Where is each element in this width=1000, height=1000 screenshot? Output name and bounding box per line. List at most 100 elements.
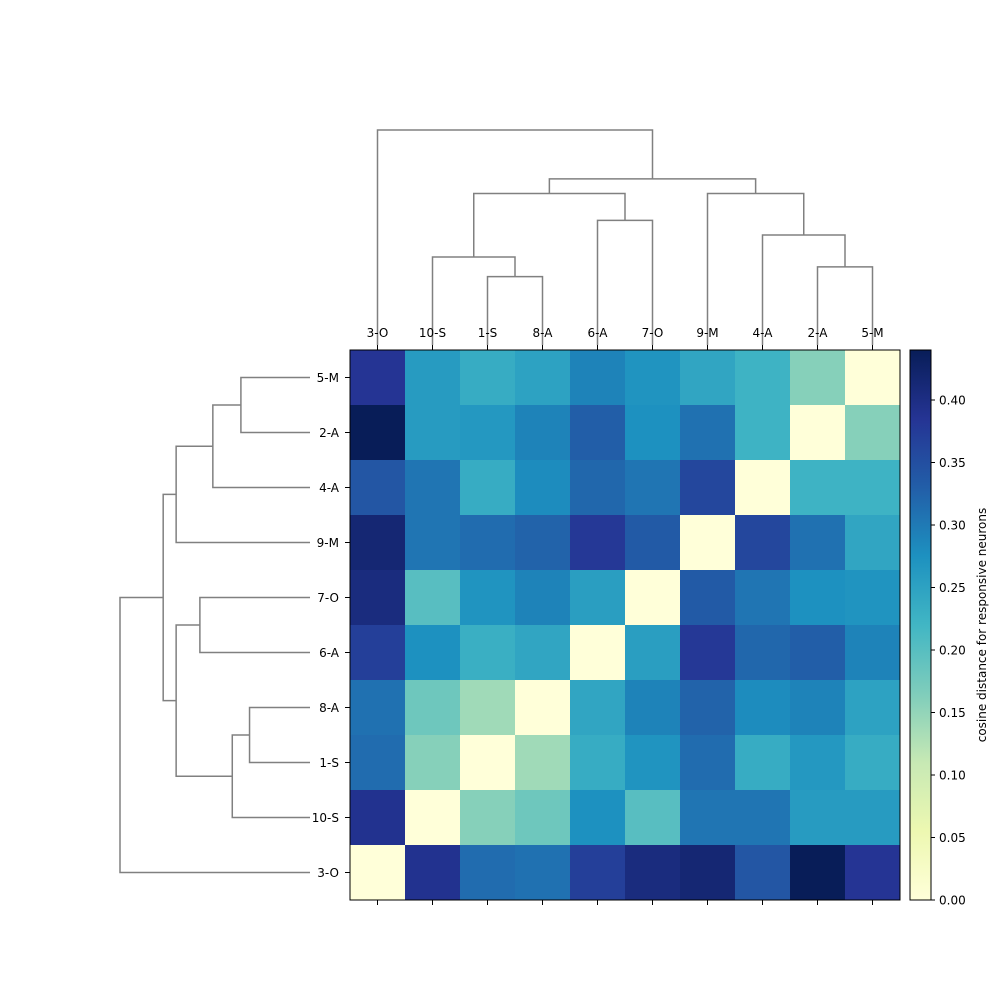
heatmap-cell-4-A-2-A <box>790 460 846 516</box>
heatmap <box>349 349 901 901</box>
heatmap-cell-2-A-4-A <box>735 405 791 461</box>
colorbar-gradient <box>909 349 932 901</box>
row-dendrogram-link <box>175 624 233 777</box>
colorbar-tick-label: 0.40 <box>939 394 966 408</box>
heatmap-cell-10-S-8-A <box>515 790 571 846</box>
heatmap-cell-1-S-3-O <box>350 735 406 791</box>
heatmap-cell-9-M-9-M <box>680 515 736 571</box>
heatmap-cell-2-A-9-M <box>680 405 736 461</box>
row-label: 3-O <box>317 866 339 880</box>
heatmap-cell-2-A-2-A <box>790 405 846 461</box>
row-dendrogram <box>119 376 310 874</box>
heatmap-cell-9-M-1-S <box>460 515 516 571</box>
heatmap-cell-1-S-5-M <box>845 735 901 791</box>
column-label: 4-A <box>753 326 774 340</box>
heatmap-cell-10-S-2-A <box>790 790 846 846</box>
heatmap-cell-3-O-6-A <box>570 845 626 901</box>
heatmap-cell-6-A-3-O <box>350 625 406 681</box>
row-dendrogram-link <box>119 596 310 874</box>
heatmap-cell-5-M-3-O <box>350 350 406 406</box>
heatmap-cell-1-S-6-A <box>570 735 626 791</box>
heatmap-cell-3-O-1-S <box>460 845 516 901</box>
heatmap-cell-10-S-9-M <box>680 790 736 846</box>
colorbar-tick-label: 0.35 <box>939 456 966 470</box>
heatmap-cell-6-A-6-A <box>570 625 626 681</box>
heatmap-cell-8-A-6-A <box>570 680 626 736</box>
heatmap-cell-4-A-3-O <box>350 460 406 516</box>
heatmap-cell-10-S-7-O <box>625 790 681 846</box>
heatmap-cell-3-O-3-O <box>350 845 406 901</box>
colorbar-tick-label: 0.15 <box>939 706 966 720</box>
heatmap-cell-3-O-10-S <box>405 845 461 901</box>
heatmap-cell-2-A-10-S <box>405 405 461 461</box>
row-label: 10-S <box>312 811 339 825</box>
row-label: 6-A <box>319 646 340 660</box>
heatmap-frame <box>349 349 901 901</box>
heatmap-cell-8-A-5-M <box>845 680 901 736</box>
colorbar-tick-label: 0.05 <box>939 831 966 845</box>
colorbar-tick-label: 0.10 <box>939 769 966 783</box>
heatmap-cell-3-O-7-O <box>625 845 681 901</box>
colorbar-tick-label: 0.30 <box>939 519 966 533</box>
heatmap-cell-9-M-7-O <box>625 515 681 571</box>
heatmap-cell-7-O-9-M <box>680 570 736 626</box>
heatmap-cell-1-S-4-A <box>735 735 791 791</box>
column-label: 2-A <box>808 326 829 340</box>
heatmap-cell-9-M-10-S <box>405 515 461 571</box>
column-dendrogram <box>376 129 874 345</box>
column-dendrogram-link <box>761 234 846 345</box>
heatmap-cell-5-M-1-S <box>460 350 516 406</box>
heatmap-cell-5-M-10-S <box>405 350 461 406</box>
heatmap-cell-6-A-4-A <box>735 625 791 681</box>
heatmap-cell-10-S-6-A <box>570 790 626 846</box>
column-labels: 3-O 10-S 1-S 8-A 6-A 7-O 9-M 4-A 2-A 5-M <box>367 326 884 905</box>
heatmap-cell-9-M-4-A <box>735 515 791 571</box>
heatmap-cell-6-A-1-S <box>460 625 516 681</box>
heatmap-cell-10-S-1-S <box>460 790 516 846</box>
heatmap-cell-4-A-1-S <box>460 460 516 516</box>
heatmap-cell-4-A-9-M <box>680 460 736 516</box>
colorbar-tick-label: 0.00 <box>939 894 966 908</box>
heatmap-cell-2-A-1-S <box>460 405 516 461</box>
heatmap-cell-7-O-7-O <box>625 570 681 626</box>
colorbar: 0.00 0.05 0.10 0.15 0.20 0.25 0.30 0.35 0.40 cosi… <box>909 349 989 908</box>
row-dendrogram-link <box>199 596 310 654</box>
heatmap-cell-2-A-8-A <box>515 405 571 461</box>
heatmap-cell-6-A-5-M <box>845 625 901 681</box>
heatmap-cell-6-A-7-O <box>625 625 681 681</box>
colorbar-label: cosine distance for responsive neurons <box>975 508 989 743</box>
heatmap-cell-8-A-10-S <box>405 680 461 736</box>
heatmap-cell-3-O-9-M <box>680 845 736 901</box>
column-dendrogram-link <box>473 192 626 258</box>
heatmap-cell-7-O-8-A <box>515 570 571 626</box>
row-label: 7-O <box>317 591 339 605</box>
heatmap-cell-9-M-5-M <box>845 515 901 571</box>
heatmap-cell-7-O-3-O <box>350 570 406 626</box>
heatmap-cell-8-A-7-O <box>625 680 681 736</box>
heatmap-cell-8-A-8-A <box>515 680 571 736</box>
column-dendrogram-link <box>486 275 544 345</box>
heatmap-cell-6-A-8-A <box>515 625 571 681</box>
heatmap-cell-7-O-2-A <box>790 570 846 626</box>
row-label: 1-S <box>319 756 339 770</box>
row-dendrogram-link <box>212 404 310 489</box>
heatmap-cell-6-A-10-S <box>405 625 461 681</box>
heatmap-cell-8-A-2-A <box>790 680 846 736</box>
heatmap-cell-5-M-4-A <box>735 350 791 406</box>
heatmap-cell-5-M-7-O <box>625 350 681 406</box>
heatmap-cell-4-A-7-O <box>625 460 681 516</box>
heatmap-cell-2-A-7-O <box>625 405 681 461</box>
heatmap-cell-9-M-3-O <box>350 515 406 571</box>
heatmap-cell-7-O-10-S <box>405 570 461 626</box>
column-label: 1-S <box>478 326 498 340</box>
row-label: 8-A <box>319 701 340 715</box>
heatmap-cell-1-S-9-M <box>680 735 736 791</box>
heatmap-cell-5-M-8-A <box>515 350 571 406</box>
colorbar-tick-label: 0.20 <box>939 644 966 658</box>
heatmap-cell-8-A-9-M <box>680 680 736 736</box>
heatmap-cell-5-M-6-A <box>570 350 626 406</box>
row-labels: 5-M 2-A 4-A 9-M 7-O 6-A 8-A 1-S 10-S 3-O <box>312 371 350 880</box>
row-dendrogram-link <box>248 706 310 764</box>
heatmap-cell-2-A-6-A <box>570 405 626 461</box>
